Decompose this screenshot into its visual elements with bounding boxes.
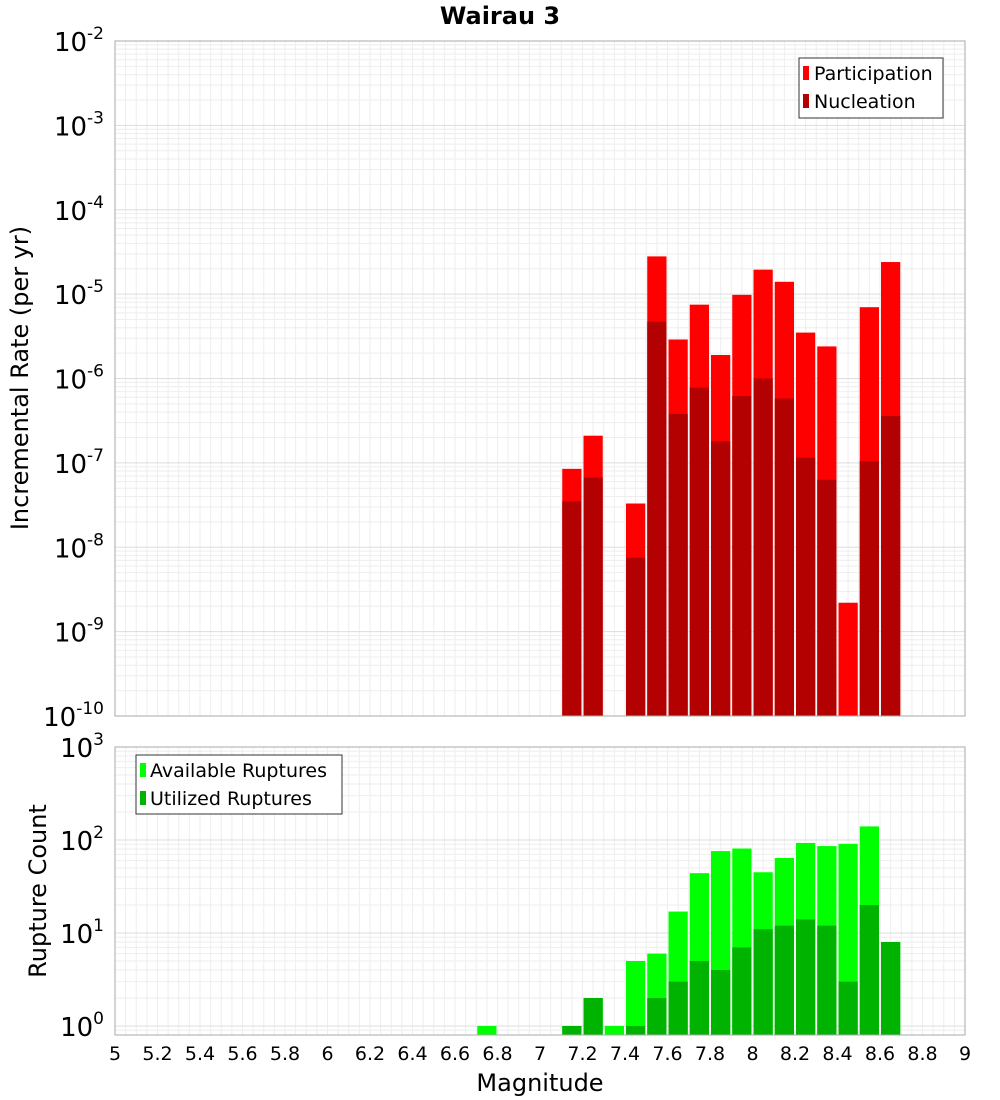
x-axis-ticks: 5 5.2 5.4 5.6 5.8 6 6.2 6.4 6.6 6.8 7 7.2 7.4 7.6 7.8 8… <box>109 1043 971 1065</box>
x-tick-label: 7 <box>534 1043 546 1065</box>
bar-nucleation <box>796 457 816 716</box>
bar-nucleation <box>732 396 752 716</box>
bar-available-ruptures <box>477 1025 497 1035</box>
x-tick-label: 7.2 <box>567 1043 597 1065</box>
bar-nucleation <box>817 479 837 716</box>
bar-utilized-ruptures <box>881 942 901 1035</box>
y-tick-label: 101 <box>60 916 104 950</box>
bar-nucleation <box>668 413 688 716</box>
x-tick-label: 8.4 <box>822 1043 852 1065</box>
y-tick-label: 10-10 <box>43 699 104 733</box>
x-tick-label: 9 <box>959 1043 971 1065</box>
y-tick-label: 10-2 <box>54 24 104 58</box>
x-tick-label: 6.6 <box>440 1043 470 1065</box>
y-tick-label: 10-3 <box>54 108 104 142</box>
y-tick-label: 100 <box>60 1009 104 1043</box>
x-tick-label: 8.8 <box>907 1043 937 1065</box>
count-y-ticks: 103 102 101 100 <box>60 730 104 1043</box>
y-tick-label: 10-7 <box>54 446 104 480</box>
available-legend-swatch <box>140 763 146 777</box>
y-tick-label: 102 <box>60 823 104 857</box>
rate-y-axis-label: Incremental Rate (per yr) <box>6 226 34 530</box>
count-plot-border <box>114 746 966 1036</box>
rate-legend-box <box>798 57 944 119</box>
x-tick-label: 5 <box>109 1043 121 1065</box>
y-tick-label: 10-6 <box>54 362 104 396</box>
available-legend-label: Available Ruptures <box>150 760 327 782</box>
rate-legend: Participation Nucleation <box>798 57 944 119</box>
x-tick-label: 5.6 <box>227 1043 257 1065</box>
bar-utilized-ruptures <box>838 981 858 1035</box>
nucleation-legend-label: Nucleation <box>814 91 916 113</box>
utilized-legend-label: Utilized Ruptures <box>150 788 312 810</box>
bar-nucleation <box>881 415 901 716</box>
bar-participation <box>838 602 858 716</box>
bar-utilized-ruptures <box>774 925 794 1035</box>
bar-utilized-ruptures <box>817 925 837 1035</box>
bar-nucleation <box>626 557 646 716</box>
bar-nucleation <box>753 378 773 716</box>
bar-utilized-ruptures <box>796 919 816 1035</box>
bar-utilized-ruptures <box>711 969 731 1035</box>
count-legend-box <box>135 754 343 815</box>
x-tick-label: 8.2 <box>780 1043 810 1065</box>
x-tick-label: 6.8 <box>482 1043 512 1065</box>
x-tick-label: 7.8 <box>695 1043 725 1065</box>
y-tick-label: 10-9 <box>54 615 104 649</box>
bar-utilized-ruptures <box>732 947 752 1035</box>
chart-title: Wairau 3 <box>440 2 560 30</box>
x-tick-label: 7.6 <box>652 1043 682 1065</box>
y-tick-label: 10-4 <box>54 193 104 227</box>
bar-nucleation <box>647 321 667 716</box>
utilized-legend-swatch <box>140 791 146 805</box>
bar-nucleation <box>689 387 709 716</box>
rate-bars <box>562 256 901 716</box>
count-y-axis-label: Rupture Count <box>24 804 52 978</box>
bar-nucleation <box>774 398 794 716</box>
x-tick-label: 5.2 <box>142 1043 172 1065</box>
x-tick-label: 5.8 <box>270 1043 300 1065</box>
x-tick-label: 6.2 <box>355 1043 385 1065</box>
y-tick-label: 103 <box>60 730 104 764</box>
rate-grid <box>114 41 966 717</box>
x-tick-label: 8 <box>746 1043 758 1065</box>
bar-nucleation <box>859 461 879 716</box>
x-axis-label: Magnitude <box>476 1069 603 1097</box>
rate-panel: 10-2 10-3 10-4 10-5 10-6 10-7 10-8 10-9 10-10 In… <box>6 24 966 733</box>
participation-legend-label: Participation <box>814 63 933 85</box>
bar-available-ruptures <box>604 1025 624 1035</box>
count-bars <box>477 826 901 1035</box>
participation-legend-swatch <box>803 66 809 80</box>
x-tick-label: 5.4 <box>185 1043 215 1065</box>
bar-available-ruptures <box>626 960 646 1035</box>
y-tick-label: 10-8 <box>54 530 104 564</box>
bar-utilized-ruptures <box>562 1025 582 1035</box>
bar-utilized-ruptures <box>583 997 603 1035</box>
nucleation-legend-swatch <box>803 94 809 108</box>
x-tick-label: 6 <box>321 1043 333 1065</box>
x-tick-label: 8.6 <box>865 1043 895 1065</box>
count-panel: 103 102 101 100 Rupture Count Available Rup… <box>24 730 966 1043</box>
bar-utilized-ruptures <box>689 960 709 1035</box>
x-tick-label: 6.4 <box>397 1043 427 1065</box>
bar-utilized-ruptures <box>626 1025 646 1035</box>
bar-utilized-ruptures <box>859 904 879 1035</box>
bar-utilized-ruptures <box>668 981 688 1035</box>
y-tick-label: 10-5 <box>54 277 104 311</box>
rate-y-ticks: 10-2 10-3 10-4 10-5 10-6 10-7 10-8 10-9 10-10 <box>43 24 104 733</box>
bar-utilized-ruptures <box>753 929 773 1035</box>
count-legend: Available Ruptures Utilized Ruptures <box>135 754 343 815</box>
bar-nucleation <box>711 441 731 716</box>
x-tick-label: 7.4 <box>610 1043 640 1065</box>
bar-nucleation <box>562 501 582 716</box>
bar-utilized-ruptures <box>647 997 667 1035</box>
rate-plot-border <box>114 40 966 717</box>
bar-nucleation <box>583 477 603 716</box>
